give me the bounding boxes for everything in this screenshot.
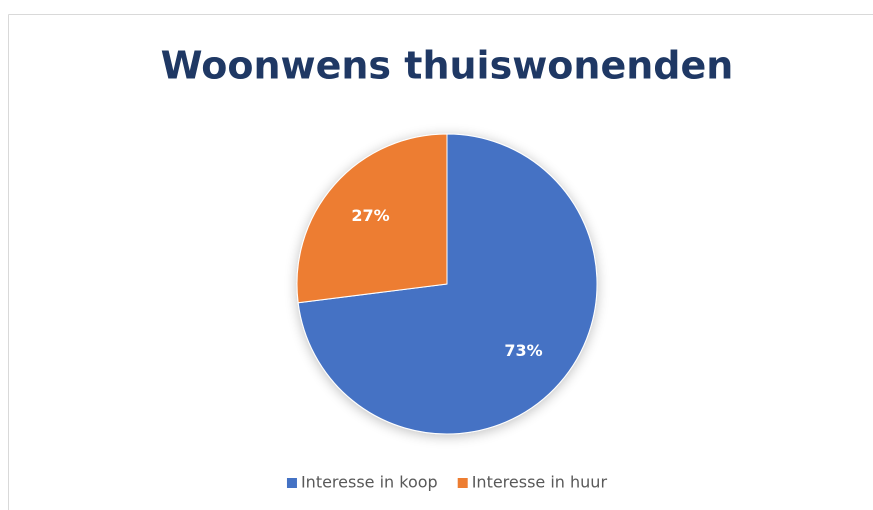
pie-slice: [296, 133, 448, 304]
legend-swatch: [457, 478, 468, 488]
pie: [296, 133, 598, 435]
pie-slice: [297, 133, 598, 435]
legend-label: Interesse in huur: [472, 473, 608, 492]
chart-title: Woonwens thuiswonenden: [161, 44, 734, 88]
data-label: 27%: [351, 206, 389, 225]
legend-swatch: [286, 478, 297, 488]
legend-label: Interesse in koop: [301, 473, 438, 492]
data-label: 73%: [504, 341, 542, 360]
